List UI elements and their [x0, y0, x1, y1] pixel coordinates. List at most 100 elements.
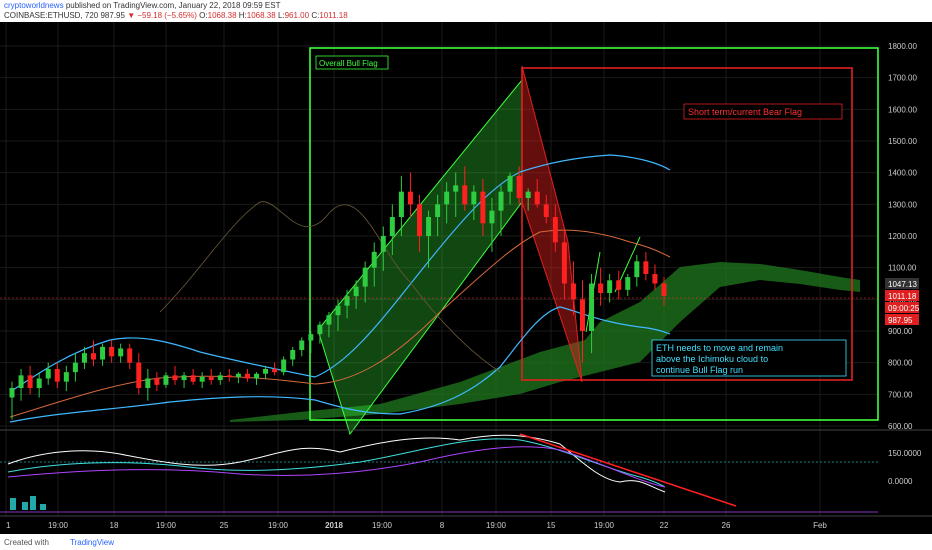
- price-change: ▼ −59.18 (−5.65%): [127, 11, 197, 20]
- candle-up: [18, 375, 24, 388]
- price-chart[interactable]: Overall Bull Flag Short term/current Bea…: [0, 22, 932, 534]
- high-value: 1068.38: [246, 11, 276, 20]
- bull-flag-box: [309, 47, 879, 421]
- tradingview-logo-link[interactable]: TradingView: [70, 538, 115, 547]
- price-tag-4: 987.95: [888, 316, 913, 325]
- x-tick-label: 2018: [325, 521, 343, 530]
- candles: [9, 166, 667, 420]
- close-label: C:: [311, 11, 320, 20]
- candle-up: [426, 217, 432, 236]
- y-tick-label: 1400.00: [888, 169, 917, 178]
- y-tick-label: 1300.00: [888, 200, 917, 209]
- candle-down: [661, 283, 667, 296]
- candle-down: [190, 375, 196, 382]
- y-tick-label: 1200.00: [888, 232, 917, 241]
- candle-up: [299, 340, 305, 350]
- candle-down: [91, 353, 96, 360]
- open-label: O:: [199, 11, 208, 20]
- price-tag-2: 1011.18: [888, 292, 917, 301]
- candle-up: [281, 359, 287, 373]
- candle-up: [217, 375, 223, 381]
- candle-up: [371, 251, 377, 268]
- oscillator-line-cyan: [7, 438, 666, 488]
- time-axis[interactable]: 1 19:00 18 19:00 25 19:00 2018 19:00 8 19:00 15 19:…: [6, 521, 827, 530]
- y-tick-label: 1800.00: [888, 42, 917, 51]
- x-tick-label: 15: [547, 521, 556, 530]
- candle-down: [598, 283, 604, 293]
- callout-line-1: ETH needs to move and remain: [656, 343, 783, 353]
- candle-up: [100, 346, 106, 360]
- momentum-trendline: [519, 433, 737, 507]
- y-tick-label: 900.00: [888, 327, 913, 336]
- candle-up: [72, 362, 78, 373]
- x-tick-label: 26: [722, 521, 731, 530]
- candle-up: [444, 191, 450, 205]
- candle-up: [290, 350, 296, 360]
- bull-flag-label-text: Overall Bull Flag: [319, 59, 378, 68]
- candle-up: [63, 372, 69, 382]
- x-tick-label: Feb: [813, 521, 827, 530]
- created-with-text: Created with: [4, 538, 49, 547]
- x-tick-label: 19:00: [268, 521, 289, 530]
- lower-band: [9, 306, 671, 423]
- candle-down: [208, 376, 214, 381]
- candle-up: [589, 283, 595, 331]
- price-tags: 1047.13 1011.18 09:00:25 987.95: [885, 278, 920, 325]
- callout-line-2: above the Ichimoku cloud to: [656, 354, 768, 364]
- candle-up: [235, 373, 241, 377]
- candle-up: [380, 236, 386, 252]
- candle-down: [643, 261, 649, 274]
- candle-up: [389, 217, 395, 236]
- candle-up: [634, 261, 640, 278]
- callout-box: ETH needs to move and remain above the I…: [651, 339, 847, 377]
- lagging-span: [159, 201, 501, 373]
- publish-line: cryptoworldnews published on TradingView…: [4, 1, 280, 10]
- chart-header: cryptoworldnews published on TradingView…: [0, 0, 932, 22]
- callout-line-3: continue Bull Flag run: [656, 365, 743, 375]
- candle-down: [480, 191, 486, 224]
- footer: Created with TradingView: [0, 534, 932, 550]
- candle-down: [462, 185, 468, 205]
- price-axis[interactable]: 1800.00 1700.00 1600.00 1500.00 1400.00 1300.…: [888, 42, 917, 431]
- candle-down: [552, 217, 558, 243]
- ohlc-line: COINBASE:ETHUSD, 720 987.95 ▼ −59.18 (−5…: [4, 11, 348, 20]
- candle-up: [489, 210, 495, 224]
- y-tick-label: 1500.00: [888, 137, 917, 146]
- candle-up: [181, 375, 187, 381]
- author-link[interactable]: cryptoworldnews: [4, 1, 64, 10]
- candle-down: [561, 242, 567, 284]
- last-price: 987.95: [100, 11, 125, 20]
- oscillator-line-purple: [7, 446, 666, 488]
- y-tick-label: 1700.00: [888, 74, 917, 83]
- symbol-label: COINBASE:ETHUSD, 720: [4, 11, 99, 20]
- y-tick-label: 1600.00: [888, 105, 917, 114]
- candle-up: [145, 378, 151, 388]
- moving-average: [9, 229, 671, 418]
- x-tick-label: 19:00: [372, 521, 393, 530]
- candle-up: [344, 296, 350, 306]
- high-label: H:: [238, 11, 247, 20]
- candle-down: [154, 378, 160, 385]
- oscillator-tick-zero: 0.0000: [888, 477, 913, 486]
- candle-up: [163, 375, 169, 385]
- candle-down: [652, 274, 658, 284]
- bear-flag-box: [521, 67, 853, 381]
- ichimoku-cloud-area: [230, 262, 860, 422]
- x-tick-label: 22: [660, 521, 669, 530]
- candle-up: [335, 305, 341, 316]
- candle-down: [516, 175, 522, 198]
- x-tick-label: 8: [440, 521, 445, 530]
- candle-down: [616, 280, 622, 290]
- candle-down: [54, 369, 60, 382]
- candle-up: [81, 353, 87, 363]
- candle-up: [453, 185, 459, 192]
- open-value: 1068.38: [207, 11, 237, 20]
- price-tag-3: 09:00:25: [888, 304, 920, 313]
- candle-up: [607, 280, 613, 293]
- candle-down: [172, 375, 178, 381]
- candle-down: [127, 348, 133, 363]
- candle-down: [136, 362, 142, 388]
- candle-down: [407, 191, 413, 205]
- oscillator-pane: 150.0000 0.0000: [0, 433, 922, 513]
- bollinger-bands: [9, 154, 671, 423]
